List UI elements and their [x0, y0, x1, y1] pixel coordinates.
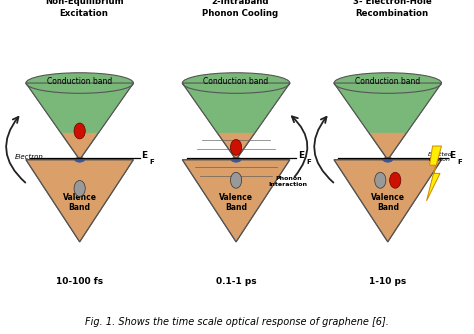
Text: E: E	[141, 151, 147, 160]
Text: Emitted
Photon: Emitted Photon	[428, 152, 452, 162]
Polygon shape	[182, 160, 290, 242]
Text: F: F	[458, 159, 463, 165]
Polygon shape	[26, 83, 133, 133]
Text: 10-100 fs: 10-100 fs	[56, 277, 103, 286]
Ellipse shape	[74, 181, 85, 196]
Text: 0.1-1 ps: 0.1-1 ps	[216, 277, 256, 286]
Text: 1-10 ps: 1-10 ps	[369, 277, 406, 286]
Ellipse shape	[75, 157, 84, 162]
Title: 1-Interband
Non-Equilibrium
Excitation: 1-Interband Non-Equilibrium Excitation	[45, 0, 123, 18]
Polygon shape	[182, 83, 290, 160]
Polygon shape	[334, 83, 441, 160]
Text: Valence
Band: Valence Band	[63, 193, 97, 212]
Text: Conduction band: Conduction band	[47, 77, 112, 86]
Polygon shape	[334, 83, 441, 133]
Ellipse shape	[182, 73, 290, 93]
Ellipse shape	[334, 73, 441, 93]
Polygon shape	[182, 83, 290, 133]
Ellipse shape	[230, 140, 242, 155]
Ellipse shape	[390, 172, 401, 188]
Title: 3- Electron-Hole
Recombination: 3- Electron-Hole Recombination	[353, 0, 432, 18]
Text: E: E	[298, 151, 304, 160]
Text: F: F	[306, 159, 311, 165]
Text: Valence
Band: Valence Band	[371, 193, 405, 212]
Text: Electron: Electron	[14, 154, 43, 160]
Text: Phonon
Interaction: Phonon Interaction	[269, 176, 308, 187]
Polygon shape	[334, 160, 441, 242]
Text: E: E	[449, 151, 456, 160]
Ellipse shape	[383, 157, 392, 162]
Text: Conduction band: Conduction band	[355, 77, 420, 86]
Text: Fig. 1. Shows the time scale optical response of graphene [6].: Fig. 1. Shows the time scale optical res…	[85, 317, 389, 327]
Polygon shape	[427, 146, 441, 201]
Text: Valence
Band: Valence Band	[219, 193, 253, 212]
Text: Conduction band: Conduction band	[203, 77, 269, 86]
Ellipse shape	[74, 123, 85, 139]
Polygon shape	[26, 160, 133, 242]
Polygon shape	[26, 83, 133, 160]
Ellipse shape	[231, 157, 241, 162]
Ellipse shape	[374, 172, 386, 188]
Ellipse shape	[26, 73, 133, 93]
Ellipse shape	[230, 172, 242, 188]
Title: 2-Intraband
Phonon Cooling: 2-Intraband Phonon Cooling	[202, 0, 279, 18]
Text: F: F	[150, 159, 155, 165]
